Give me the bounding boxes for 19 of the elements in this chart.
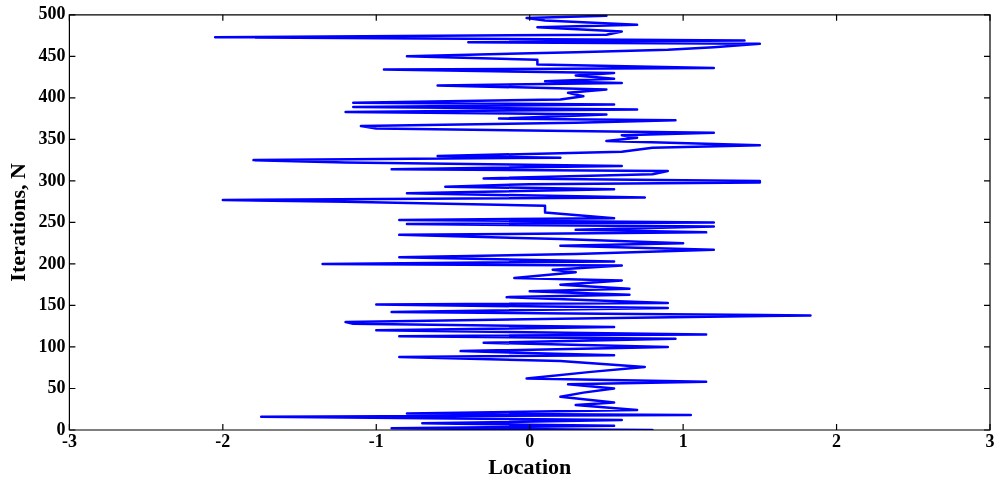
y-tick-label: 500 <box>38 3 66 24</box>
y-tick-label: 200 <box>38 252 66 273</box>
x-axis-title: Location <box>488 454 572 480</box>
x-tick-label: -1 <box>368 431 384 452</box>
y-tick-label: 350 <box>38 128 66 149</box>
x-tick-label: 3 <box>985 431 995 452</box>
x-tick-label: 2 <box>832 431 842 452</box>
y-axis-title: Iterations, N <box>4 163 30 282</box>
y-tick-label: 450 <box>38 44 66 65</box>
x-tick-label: 1 <box>678 431 688 452</box>
y-tick-label: 150 <box>38 294 66 315</box>
y-tick-label: 50 <box>47 377 66 398</box>
x-tick-label: -2 <box>215 431 231 452</box>
y-tick-label: 400 <box>38 86 66 107</box>
y-tick-label: 250 <box>38 211 66 232</box>
y-tick-label: 0 <box>56 418 66 439</box>
y-tick-label: 100 <box>38 335 66 356</box>
x-tick-label: 0 <box>525 431 535 452</box>
y-tick-label: 300 <box>38 169 66 190</box>
